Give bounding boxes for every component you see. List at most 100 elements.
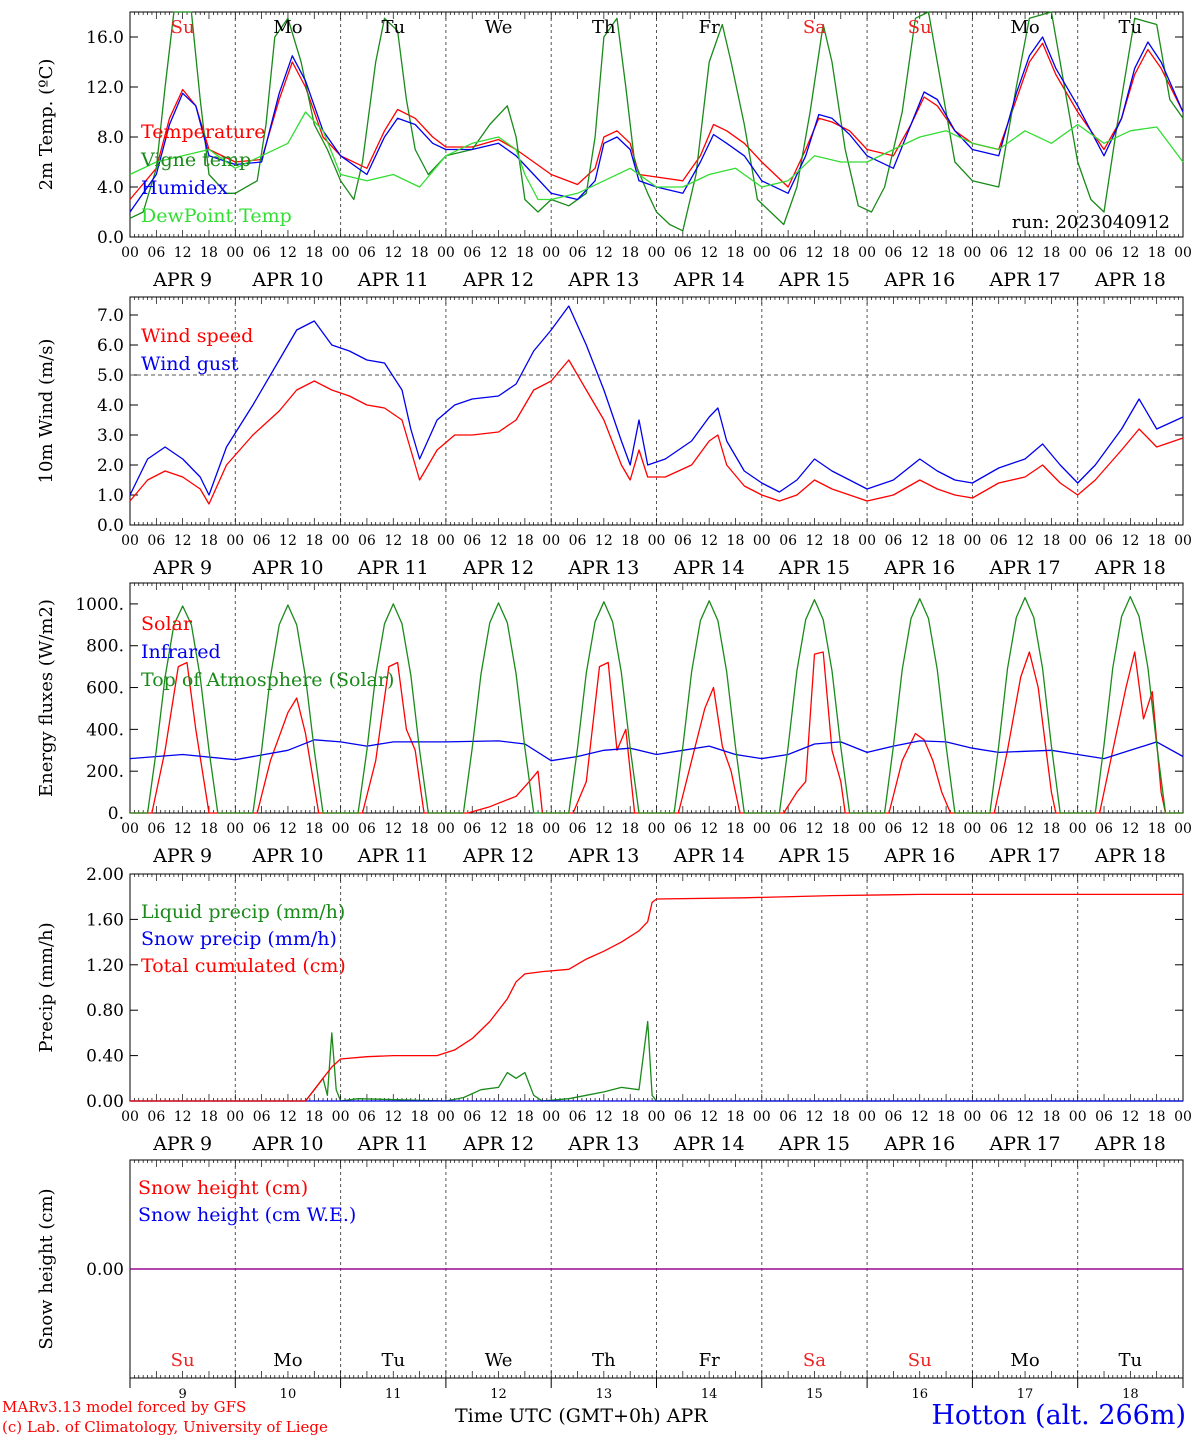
x-date-label: APR 16 [883, 845, 955, 867]
bottom-day-number: 18 [1122, 1387, 1139, 1402]
x-hour-label: 06 [358, 245, 376, 261]
x-date-label: APR 10 [251, 269, 323, 291]
weekday-label-top: Mo [1010, 17, 1039, 38]
x-hour-label: 12 [174, 245, 192, 261]
series-line-infrared [129, 739, 1184, 762]
x-hour-label: 00 [963, 1109, 981, 1125]
bottom-day-number: 15 [806, 1387, 823, 1402]
x-hour-label: 12 [911, 821, 929, 837]
x-hour-label: 00 [753, 245, 771, 261]
x-hour-label: 12 [1016, 533, 1034, 549]
x-hour-label: 18 [1148, 245, 1166, 261]
x-date-label: APR 18 [1094, 269, 1166, 291]
x-hour-label: 18 [1042, 821, 1060, 837]
x-date-label: APR 18 [1094, 845, 1166, 867]
x-hour-label: 00 [332, 533, 350, 549]
x-date-label: APR 9 [152, 1133, 212, 1155]
x-hour-label: 00 [648, 245, 666, 261]
y-tick-label: 200. [86, 762, 124, 782]
x-hour-label: 06 [990, 821, 1008, 837]
legend-entry: Snow precip (mm/h) [141, 928, 337, 950]
x-hour-label: 12 [174, 1109, 192, 1125]
x-hour-label: 00 [1069, 821, 1087, 837]
y-tick-label: 0.0 [97, 228, 124, 248]
legend-entry: Wind speed [141, 325, 253, 347]
x-hour-label: 06 [147, 1109, 165, 1125]
x-hour-label: 12 [700, 821, 718, 837]
y-tick-label: 2.00 [86, 865, 124, 885]
x-hour-label: 06 [463, 1109, 481, 1125]
x-hour-label: 06 [779, 533, 797, 549]
x-hour-label: 12 [911, 1109, 929, 1125]
y-tick-label: 1.20 [86, 956, 124, 976]
bottom-day-number: 13 [596, 1387, 613, 1402]
series-line-wind-speed [129, 359, 1184, 505]
bottom-day-number: 14 [701, 1387, 718, 1402]
weekday-label-top: Mo [273, 17, 302, 38]
x-date-label: APR 14 [673, 845, 745, 867]
x-hour-label: 12 [384, 245, 402, 261]
x-hour-label: 18 [200, 1109, 218, 1125]
x-date-label: APR 16 [883, 557, 955, 579]
y-axis-title: Snow height (cm) [36, 1188, 57, 1349]
x-hour-label: 18 [832, 245, 850, 261]
x-hour-label: 06 [990, 1109, 1008, 1125]
x-hour-label: 12 [174, 821, 192, 837]
x-hour-label: 12 [700, 245, 718, 261]
station-label: Hotton (alt. 266m) [931, 1400, 1186, 1431]
x-hour-label: 00 [437, 821, 455, 837]
y-tick-label: 0.00 [86, 1092, 124, 1112]
x-hour-label: 00 [963, 821, 981, 837]
legend-entry: Wind gust [141, 353, 239, 375]
series-line-temperature [129, 42, 1184, 200]
x-hour-label: 00 [542, 245, 560, 261]
weekday-label-top: Tu [1119, 17, 1143, 38]
series-line-wind-gust [129, 305, 1184, 496]
bottom-day-number: 17 [1017, 1387, 1034, 1402]
series-line-vigne-temp [129, 11, 1184, 232]
y-tick-label: 600. [86, 679, 124, 699]
x-hour-label: 06 [569, 1109, 587, 1125]
x-hour-label: 12 [1121, 1109, 1139, 1125]
weekday-label-top: Fr [699, 17, 720, 38]
x-hour-label: 06 [990, 245, 1008, 261]
x-hour-label: 06 [1095, 245, 1113, 261]
x-hour-label: 18 [1148, 533, 1166, 549]
x-hour-label: 00 [858, 533, 876, 549]
x-hour-label: 06 [885, 245, 903, 261]
x-hour-label: 00 [648, 533, 666, 549]
x-hour-label: 06 [779, 821, 797, 837]
weekday-label-bottom: Tu [1119, 1350, 1143, 1371]
legend-entry: Infrared [141, 641, 221, 663]
x-date-label: APR 18 [1094, 557, 1166, 579]
y-tick-label: 1000. [75, 595, 124, 615]
x-hour-label: 06 [463, 245, 481, 261]
series-line-total-cumulated-cm- [130, 893, 1183, 1102]
x-date-label: APR 11 [357, 269, 429, 291]
x-hour-label: 06 [358, 533, 376, 549]
x-hour-label: 12 [700, 533, 718, 549]
x-hour-label: 18 [832, 533, 850, 549]
x-hour-label: 12 [490, 533, 508, 549]
weekday-label-top: Su [908, 17, 932, 38]
y-tick-label: 0.0 [97, 516, 124, 536]
legend-entry: Snow height (cm) [138, 1177, 308, 1199]
x-date-label: APR 11 [357, 845, 429, 867]
legend-entry: Top of Atmosphere (Solar) [141, 669, 394, 691]
x-hour-label: 00 [648, 821, 666, 837]
y-axis-title: 2m Temp. (ºC) [36, 59, 57, 191]
legend-entry: Humidex [141, 177, 228, 199]
x-hour-label: 18 [411, 821, 429, 837]
x-hour-label: 18 [621, 245, 639, 261]
y-tick-label: 12.0 [86, 78, 124, 98]
x-hour-label: 00 [858, 245, 876, 261]
x-hour-label: 12 [1016, 1109, 1034, 1125]
x-hour-label: 06 [253, 821, 271, 837]
x-date-label: APR 14 [673, 269, 745, 291]
x-date-label: APR 18 [1094, 1133, 1166, 1155]
y-tick-label: 0.40 [86, 1047, 124, 1067]
x-hour-label: 00 [1069, 533, 1087, 549]
series-line-top-of-atmosphere-solar- [130, 595, 1183, 814]
x-hour-label: 00 [332, 821, 350, 837]
x-hour-label: 18 [200, 533, 218, 549]
